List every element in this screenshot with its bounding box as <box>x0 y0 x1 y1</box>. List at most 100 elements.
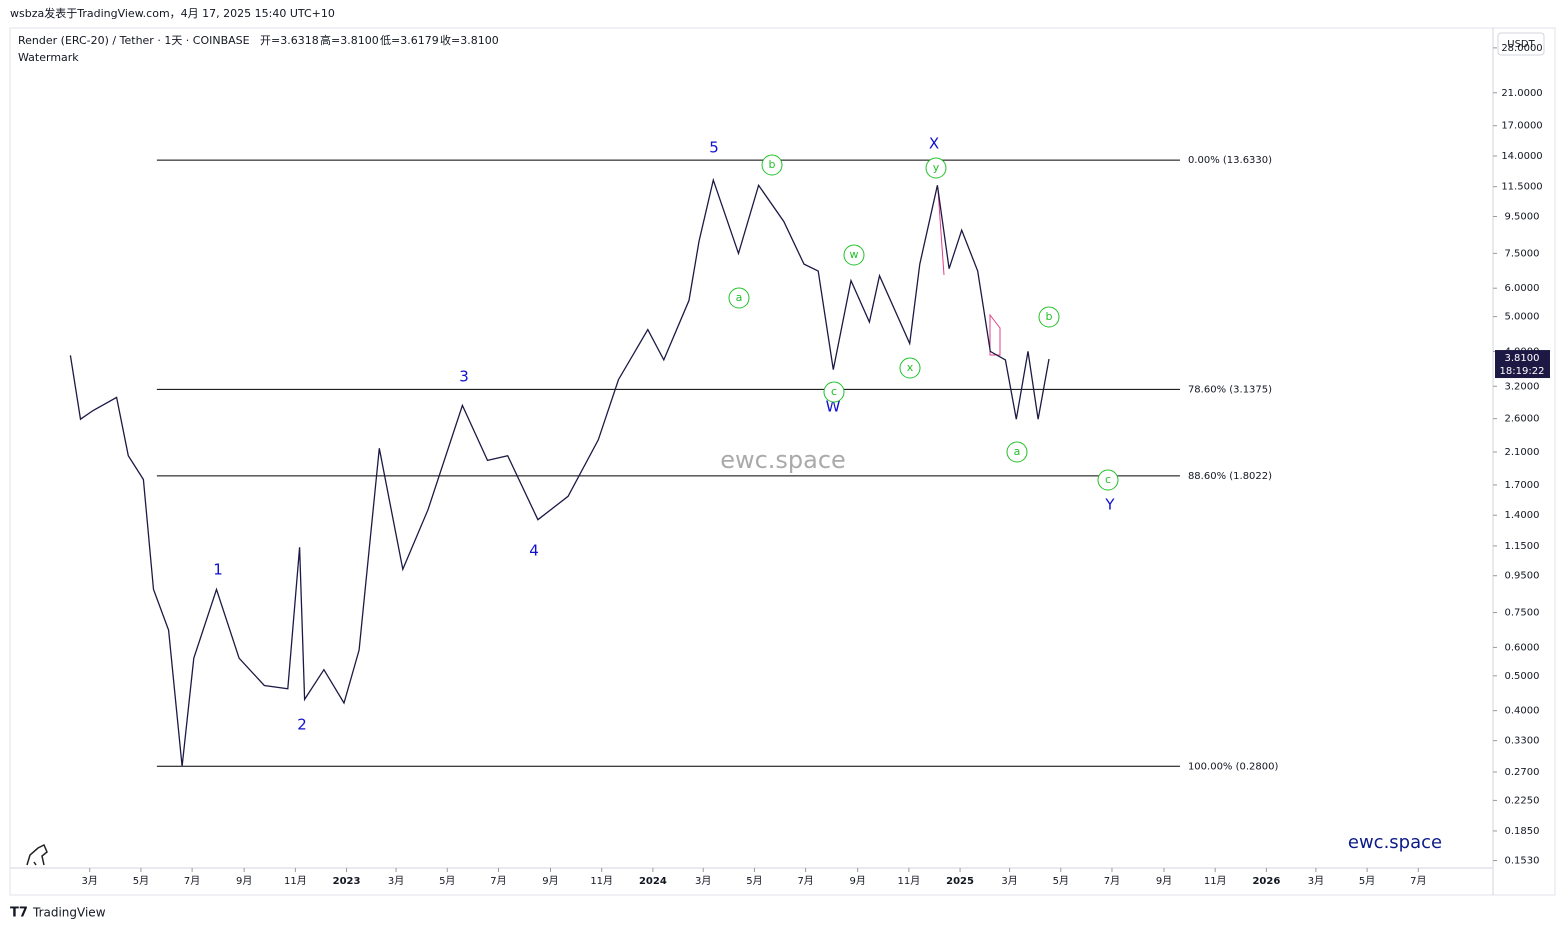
fib-label: 88.60% (1.8022) <box>1188 471 1272 482</box>
x-tick-label: 2026 <box>1252 876 1280 887</box>
chart-frame <box>9 27 1556 896</box>
subwave-label: a <box>1014 445 1021 458</box>
y-tick-label: 5.0000 <box>1505 312 1540 323</box>
subwave-circle <box>1038 306 1060 328</box>
y-tick-label: 1.7000 <box>1505 480 1540 491</box>
x-tick-label: 7月 <box>184 875 200 887</box>
y-tick-label: 2.1000 <box>1505 447 1540 458</box>
last-price: 3.8100 <box>1505 353 1540 364</box>
study: Watermark <box>18 51 79 64</box>
last-price-tag <box>1495 350 1550 379</box>
ohlc-open: 开=3.6318 <box>260 34 319 47</box>
x-tick-label: 2025 <box>946 876 974 887</box>
y-tick-label: 9.5000 <box>1505 212 1540 223</box>
wave-label: 2 <box>297 716 307 734</box>
subwave-circle <box>823 381 845 403</box>
subwave-label: x <box>907 361 914 374</box>
x-tick-label: 2023 <box>333 876 361 887</box>
x-tick-label: 9月 <box>1156 875 1172 887</box>
x-tick-label: 3月 <box>1308 875 1324 887</box>
x-tick-label: 7月 <box>1410 875 1426 887</box>
fib-label: 0.00% (13.6330) <box>1188 155 1272 166</box>
y-tick-label: 0.1850 <box>1505 826 1540 837</box>
subwave-label: b <box>769 158 776 171</box>
watermark: ewc.space <box>720 446 846 474</box>
drawing-lines <box>937 189 1001 356</box>
x-tick-label: 11月 <box>1204 875 1227 887</box>
subwave-circle <box>843 244 865 266</box>
wave-label: 4 <box>529 542 539 560</box>
y-tick-label: 0.2700 <box>1505 767 1540 778</box>
x-tick-label: 11月 <box>284 875 307 887</box>
x-tick-label: 9月 <box>542 875 558 887</box>
subwave-circle <box>761 154 783 176</box>
ohlc-close: 收=3.8100 <box>440 33 499 47</box>
subwave-label: b <box>1046 310 1053 323</box>
x-tick-label: 5月 <box>1359 875 1375 887</box>
wave-label: Y <box>1104 496 1115 514</box>
x-tick-label: 3月 <box>1001 875 1017 887</box>
watermark-corner: ewc.space <box>1348 832 1442 853</box>
x-tick-label: 11月 <box>590 875 613 887</box>
countdown: 18:19:22 <box>1500 366 1545 377</box>
subwave-circle <box>925 157 947 179</box>
x-tick-label: 5月 <box>133 875 149 887</box>
wave-label: 5 <box>709 139 719 157</box>
y-tick-label: 0.4000 <box>1505 706 1540 717</box>
y-tick-label: 0.9500 <box>1505 571 1540 582</box>
price-line <box>69 177 1050 767</box>
y-tick-label: 0.6000 <box>1505 642 1540 653</box>
subwave-label: a <box>736 291 743 304</box>
y-tick-label: 0.5000 <box>1505 671 1540 682</box>
footer-logo: T7 <box>10 906 28 921</box>
ohlc-low: 低=3.6179 <box>380 34 439 47</box>
ohlc-high: 高=3.8100 <box>320 33 379 47</box>
x-tick-label: 9月 <box>236 875 252 887</box>
y-tick-label: 2.6000 <box>1505 414 1540 425</box>
x-tick-label: 3月 <box>695 875 711 887</box>
y-tick-label: 14.0000 <box>1501 151 1542 162</box>
subwave-circle <box>899 357 921 379</box>
subwave-label: y <box>933 161 940 174</box>
x-tick-label: 7月 <box>1104 875 1120 887</box>
y-tick-label: 0.1530 <box>1505 856 1540 867</box>
wave-label: X <box>929 135 939 153</box>
wave-label: 3 <box>459 368 469 386</box>
x-tick-label: 2024 <box>639 876 667 887</box>
y-tick-label: 7.5000 <box>1505 248 1540 259</box>
y-tick-label: 1.4000 <box>1505 510 1540 521</box>
wave-label: 1 <box>213 561 223 579</box>
x-tick-label: 3月 <box>388 875 404 887</box>
fib-label: 100.00% (0.2800) <box>1188 761 1279 772</box>
x-tick-label: 7月 <box>797 875 813 887</box>
x-tick-label: 3月 <box>82 875 98 887</box>
x-tick-label: 5月 <box>439 875 455 887</box>
x-tick-label: 11月 <box>897 875 920 887</box>
symbol: Render (ERC-20) / Tether · 1天 · COINBASE <box>18 34 250 47</box>
y-tick-label: 0.3300 <box>1505 736 1540 747</box>
y-tick-label: 6.0000 <box>1505 283 1540 294</box>
subwave-circle <box>1097 469 1119 491</box>
y-tick-label: 0.7500 <box>1505 608 1540 619</box>
x-tick-label: 9月 <box>849 875 865 887</box>
y-tick-label: 21.0000 <box>1501 88 1542 99</box>
publisher: wsbza发表于TradingView.com，4月 17, 2025 15:4… <box>10 6 335 20</box>
y-tick-label: 0.2250 <box>1505 795 1540 806</box>
y-tick-label: 3.2000 <box>1505 381 1540 392</box>
y-tick-label: 1.1500 <box>1505 541 1540 552</box>
x-tick-label: 5月 <box>1053 875 1069 887</box>
x-tick-label: 5月 <box>746 875 762 887</box>
currency[interactable]: USDT <box>1507 39 1535 50</box>
x-tick-label: 7月 <box>490 875 506 887</box>
y-tick-label: 17.0000 <box>1501 121 1542 132</box>
y-tick-label: 11.5000 <box>1501 182 1542 193</box>
tv-logo-icon <box>26 843 48 866</box>
subwave-label: w <box>850 248 859 261</box>
subwave-label: c <box>831 385 837 398</box>
fib-label: 78.60% (3.1375) <box>1188 384 1272 395</box>
subwave-label: c <box>1105 473 1111 486</box>
subwave-circle <box>1006 441 1028 463</box>
footer-brand: TradingView <box>32 906 106 920</box>
currency-button[interactable] <box>1497 32 1545 56</box>
